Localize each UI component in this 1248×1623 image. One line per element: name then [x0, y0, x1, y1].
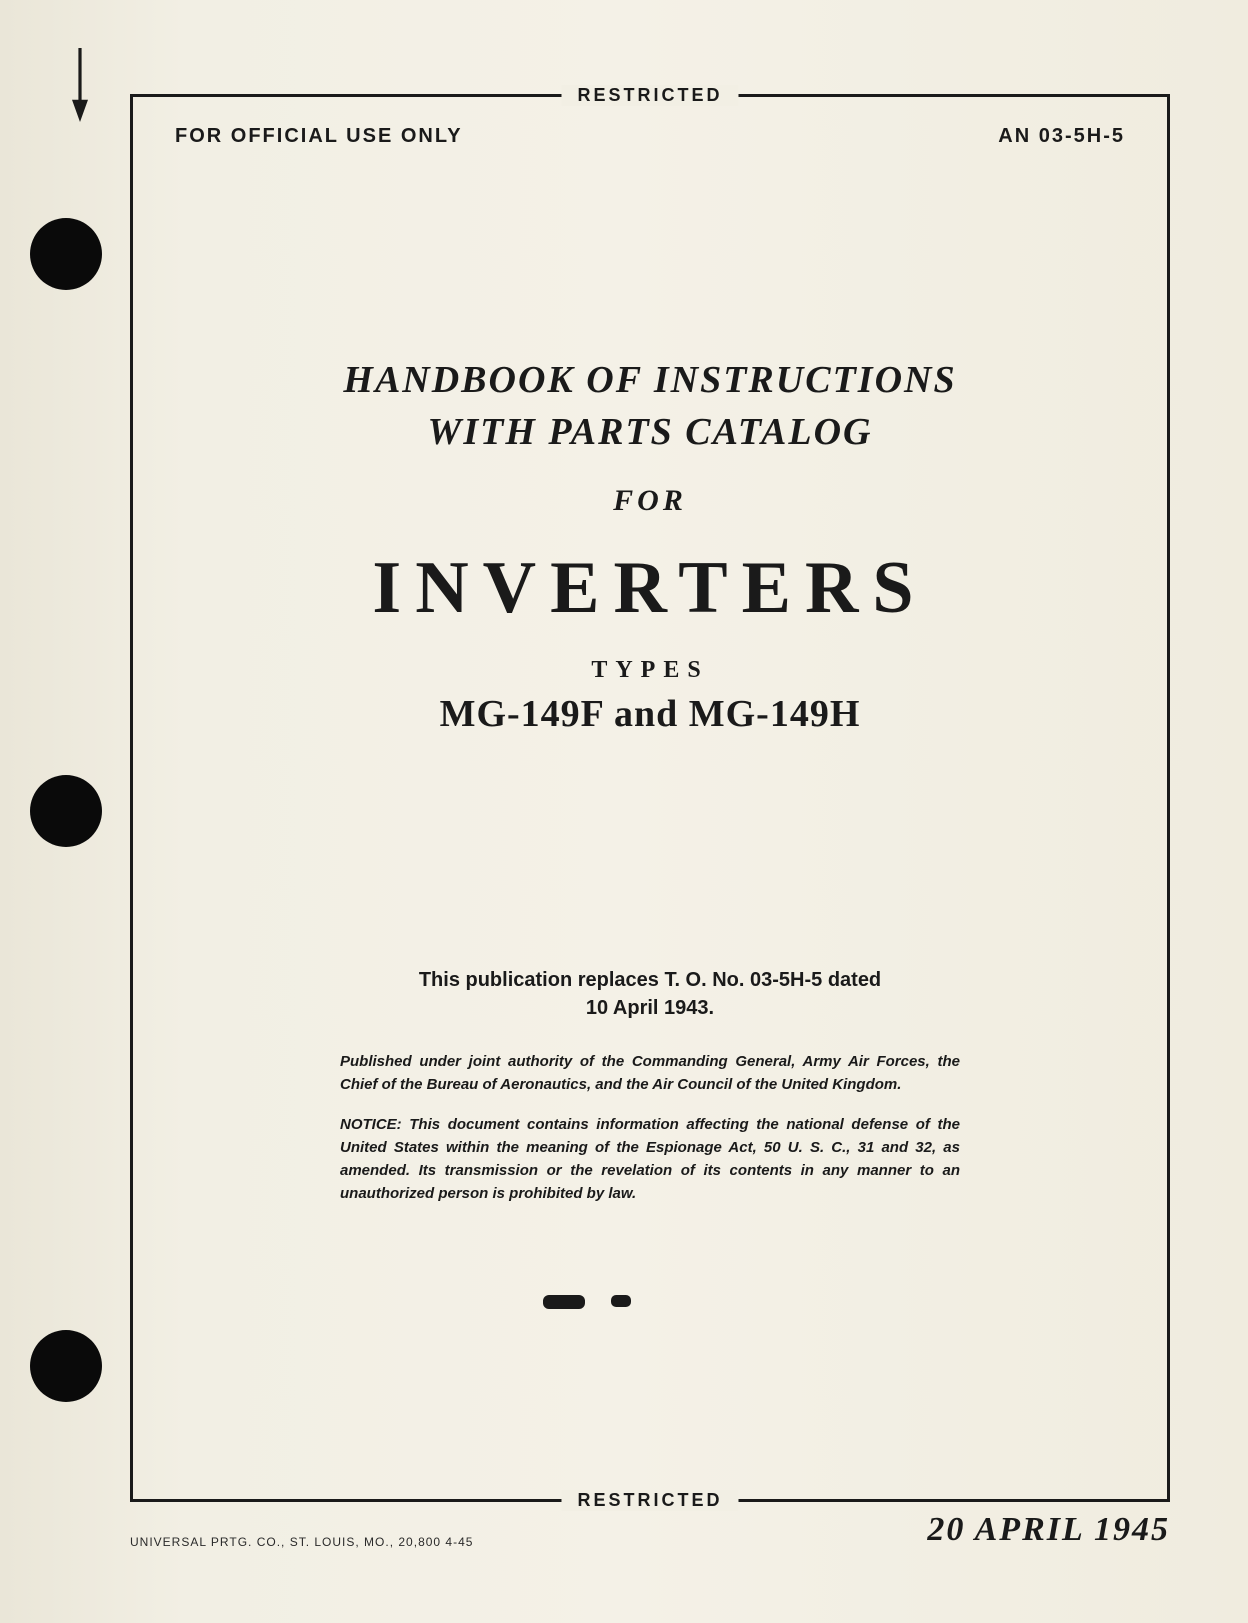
ink-smudge	[543, 1295, 631, 1309]
smudge-mark	[611, 1295, 631, 1307]
title-main: INVERTERS	[133, 546, 1167, 631]
punch-hole	[30, 218, 102, 290]
punch-hole	[30, 1330, 102, 1402]
official-use-label: FOR OFFICIAL USE ONLY	[175, 125, 463, 148]
authority-paragraph: Published under joint authority of the C…	[340, 1050, 960, 1097]
title-for: FOR	[133, 484, 1167, 518]
content-frame: RESTRICTED FOR OFFICIAL USE ONLY AN 03-5…	[130, 94, 1170, 1502]
title-line-1: HANDBOOK OF INSTRUCTIONS	[133, 358, 1167, 402]
fine-print-block: Published under joint authority of the C…	[340, 1050, 960, 1206]
document-date: 20 APRIL 1945	[927, 1511, 1170, 1549]
document-number: AN 03-5H-5	[998, 125, 1125, 148]
title-block: HANDBOOK OF INSTRUCTIONS WITH PARTS CATA…	[133, 358, 1167, 736]
document-page: RESTRICTED FOR OFFICIAL USE ONLY AN 03-5…	[0, 0, 1248, 1623]
punch-hole	[30, 775, 102, 847]
classification-bottom: RESTRICTED	[561, 1490, 738, 1511]
title-types-label: TYPES	[133, 657, 1167, 684]
printer-info: UNIVERSAL PRTG. CO., ST. LOUIS, MO., 20,…	[130, 1535, 473, 1549]
title-models: MG-149F and MG-149H	[133, 692, 1167, 736]
replaces-line-2: 10 April 1943.	[133, 994, 1167, 1022]
smudge-mark	[543, 1295, 585, 1309]
classification-top: RESTRICTED	[561, 85, 738, 106]
replaces-line-1: This publication replaces T. O. No. 03-5…	[133, 966, 1167, 994]
replaces-block: This publication replaces T. O. No. 03-5…	[133, 966, 1167, 1022]
notice-paragraph: NOTICE: This document contains informati…	[340, 1113, 960, 1206]
title-line-2: WITH PARTS CATALOG	[133, 410, 1167, 454]
margin-mark	[72, 48, 88, 122]
footer-row: UNIVERSAL PRTG. CO., ST. LOUIS, MO., 20,…	[130, 1511, 1170, 1549]
